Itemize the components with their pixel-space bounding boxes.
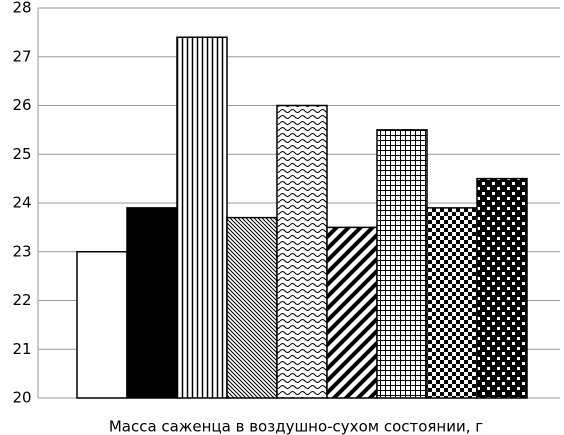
y-tick-label: 28 [12, 0, 31, 17]
y-tick-label: 22 [12, 291, 31, 309]
bar [226, 216, 278, 399]
bar [126, 207, 178, 399]
y-tick-label: 26 [12, 96, 31, 114]
y-tick-label: 24 [12, 194, 31, 212]
bar [76, 251, 128, 399]
bar [426, 207, 478, 399]
bar [176, 36, 228, 399]
bar [376, 129, 428, 399]
y-tick-label: 21 [12, 340, 31, 358]
bar [276, 104, 328, 399]
x-axis-label: Масса саженца в воздушно-сухом состоянии… [109, 418, 483, 435]
bar [476, 177, 528, 399]
y-tick-label: 25 [12, 145, 31, 163]
y-tick-label: 27 [12, 47, 31, 65]
y-tick-label: 20 [12, 389, 31, 407]
bar [326, 226, 378, 399]
y-tick-label: 23 [12, 242, 31, 260]
